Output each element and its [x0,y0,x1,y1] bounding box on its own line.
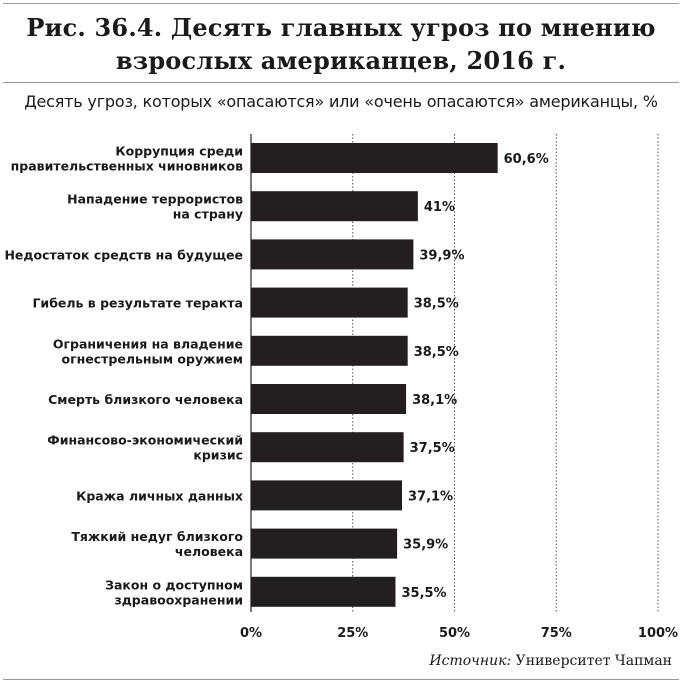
value-label: 35,5% [401,586,446,601]
category-label: Гибель в результате теракта [32,296,243,311]
bar [251,480,402,511]
bar [251,432,404,463]
category-label: на страну [173,207,243,222]
value-label: 38,5% [414,297,459,312]
value-label: 39,9% [419,248,464,263]
chart-subtitle: Десять угроз, которых «опасаются» или «о… [24,92,658,111]
source-label: Источник: [429,653,512,669]
category-label: Недостаток средств на будущее [4,247,243,262]
value-label: 41% [424,200,455,215]
bar [251,576,396,607]
category-label: Коррупция среди [115,144,243,159]
source-note: Источник: Университет Чапман [429,653,672,669]
category-label: человека [175,544,243,559]
value-label: 60,6% [504,152,549,167]
top-rule [3,3,679,4]
title-rule [3,82,679,83]
category-label: Ограничения на владение [53,336,243,351]
value-label: 37,1% [408,489,453,504]
category-label: Закон о доступном [105,577,243,592]
bar [251,191,418,222]
value-label: 37,5% [410,441,455,456]
bottom-rule [3,679,679,680]
value-label: 38,1% [412,393,457,408]
value-label: 35,9% [403,538,448,553]
category-label: правительственных чиновников [11,159,243,174]
x-tick-label: 75% [541,626,572,641]
category-label: Финансово-экономический [47,433,243,448]
bar [251,528,398,559]
bar [251,239,414,270]
value-label: 38,5% [414,345,459,360]
bar [251,384,407,414]
category-label: Тяжкий недуг близкого [71,529,243,544]
category-label: кризис [193,448,243,463]
source-value: Университет Чапман [515,653,672,669]
category-label: огнестрельным оружием [62,351,243,366]
category-label: Кража личных данных [76,488,243,503]
bar [251,143,498,173]
category-label: Смерть близкого человека [48,392,243,407]
bar [251,335,408,366]
chart-title-line1: Рис. 36.4. Десять главных угроз по мнени… [26,13,656,42]
category-label: Нападение террористов [67,192,243,207]
bar [251,287,408,318]
category-label: здравоохранении [114,592,243,607]
x-tick-label: 0% [240,626,262,641]
x-tick-label: 50% [439,626,470,641]
x-tick-label: 100% [638,626,678,641]
chart-title-line2: взрослых американцев, 2016 г. [115,46,567,75]
x-tick-label: 25% [337,626,368,641]
